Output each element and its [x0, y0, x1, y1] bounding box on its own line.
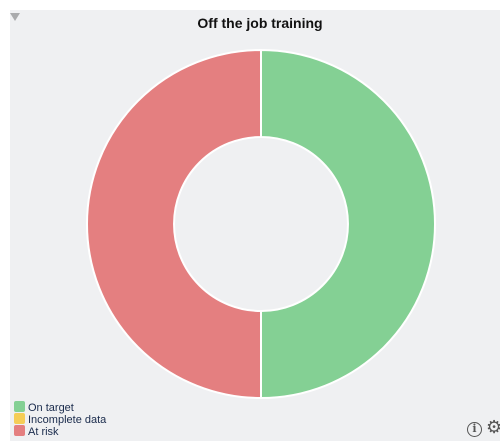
chart-title: Off the job training: [197, 15, 323, 31]
legend-item-incomplete-data[interactable]: Incomplete data: [14, 413, 107, 426]
chart-legend: On target Incomplete data At risk: [14, 401, 107, 438]
legend-swatch: [14, 413, 25, 424]
gear-icon[interactable]: ⚙: [486, 417, 500, 438]
legend-item-at-risk[interactable]: At risk: [14, 425, 106, 438]
info-icon[interactable]: i: [467, 422, 482, 437]
legend-label: On target: [28, 402, 74, 414]
legend-label: Incomplete data: [28, 414, 107, 426]
slice-at-risk[interactable]: [86, 48, 262, 400]
legend-swatch: [14, 401, 25, 412]
legend-item-on-target[interactable]: On target: [14, 401, 106, 414]
collapse-toggle-icon[interactable]: [10, 13, 20, 21]
slice-on-target[interactable]: [260, 48, 436, 400]
legend-label: At risk: [28, 426, 59, 438]
legend-swatch: [14, 425, 25, 436]
